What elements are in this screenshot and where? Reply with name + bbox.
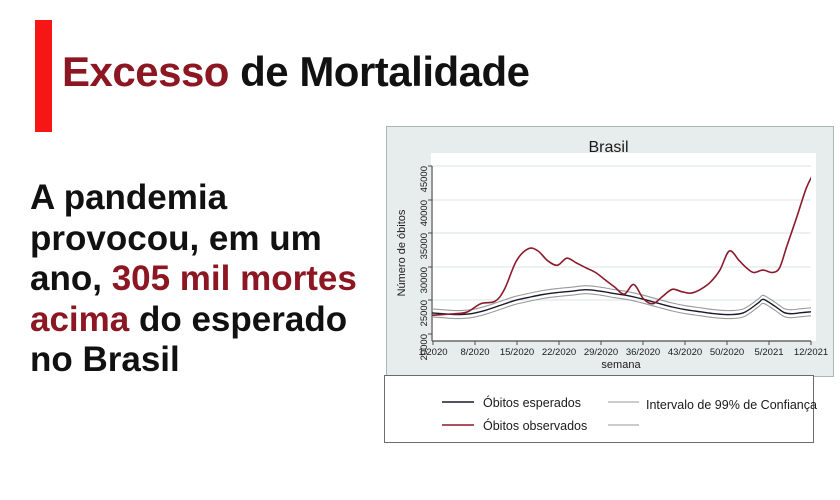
svg-text:22/2020: 22/2020: [542, 347, 576, 358]
svg-text:5/2021: 5/2021: [754, 347, 783, 358]
svg-text:30000: 30000: [419, 267, 430, 293]
svg-text:45000: 45000: [419, 166, 430, 192]
svg-text:Óbitos observados: Óbitos observados: [483, 418, 587, 433]
svg-text:1/2020: 1/2020: [418, 347, 447, 358]
svg-text:Óbitos esperados: Óbitos esperados: [483, 395, 581, 410]
svg-text:29/2020: 29/2020: [584, 347, 618, 358]
svg-text:Intervalo de 99% de Confiança: Intervalo de 99% de Confiança: [646, 398, 817, 412]
svg-text:12/2021: 12/2021: [794, 347, 828, 358]
svg-text:Número de óbitos: Número de óbitos: [396, 209, 408, 296]
svg-text:40000: 40000: [419, 200, 430, 226]
svg-text:50/2020: 50/2020: [710, 347, 744, 358]
svg-text:35000: 35000: [419, 233, 430, 259]
svg-text:8/2020: 8/2020: [460, 347, 489, 358]
svg-text:36/2020: 36/2020: [626, 347, 660, 358]
svg-text:25000: 25000: [419, 300, 430, 326]
svg-text:semana: semana: [601, 359, 641, 371]
svg-text:43/2020: 43/2020: [668, 347, 702, 358]
svg-text:15/2020: 15/2020: [500, 347, 534, 358]
